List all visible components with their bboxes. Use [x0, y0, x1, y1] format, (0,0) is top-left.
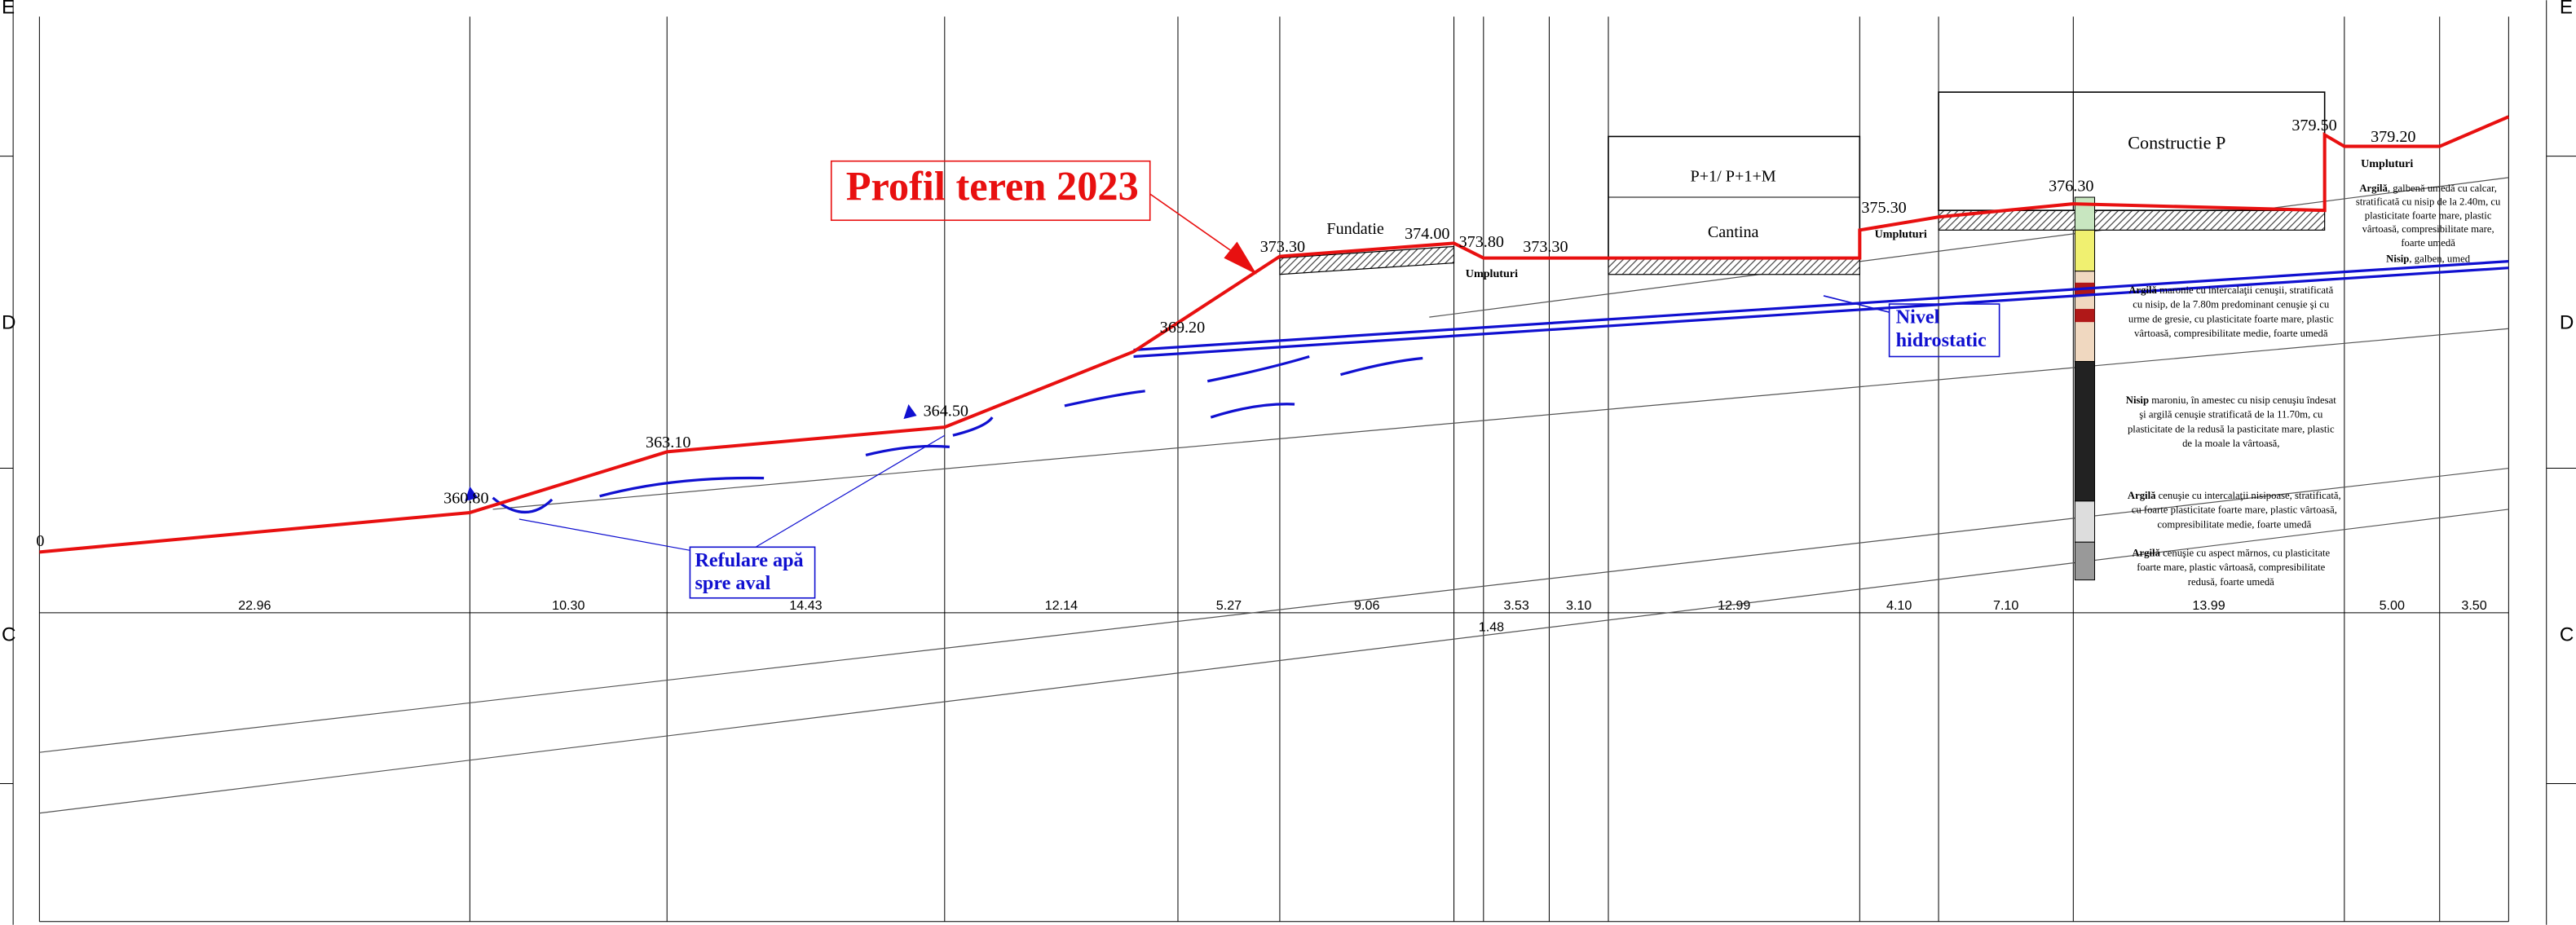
page: {"grid_labels":{"left":["E","D","C"],"ri… — [0, 0, 2576, 925]
soil-term: Argilă — [2132, 547, 2160, 558]
soil-text: cenuşie cu intercalaţii nisipoase, strat… — [2155, 490, 2340, 501]
soil-text: maronie cu intercalaţii cenuşii, stratif… — [2157, 284, 2334, 296]
soil-term: Argilă — [2359, 183, 2388, 194]
soil-description: foarte mare, plastic vârtoasă, compresib… — [2137, 562, 2325, 573]
distance-label: 3.53 — [1503, 598, 1528, 613]
soil-description: de la moale la vârtoasă, — [2182, 438, 2279, 449]
soil-description: cu foarte plasticitate foarte mare, plas… — [2132, 504, 2337, 515]
annotation: spre aval — [695, 572, 770, 594]
annotation: Nivel — [1896, 306, 1940, 328]
building-label: Constructie P — [2128, 133, 2225, 153]
soil-description: Nisip maroniu, în amestec cu nisip cenuş… — [2126, 394, 2336, 406]
soil-description: şi argilă cenuşie stratificată de la 11.… — [2139, 409, 2323, 421]
fill-label: Umpluturi — [1875, 228, 1927, 241]
grid-label: D — [2560, 312, 2574, 334]
distance-label: 14.43 — [789, 598, 822, 613]
grid-label: C — [2, 624, 15, 646]
soil-term: Nisip — [2126, 394, 2149, 406]
elevation-label: 373.30 — [1523, 238, 1568, 256]
fill-label: Umpluturi — [2361, 157, 2413, 170]
soil-description: compresibilitate medie, foarte umedă — [2157, 518, 2311, 530]
soil-text: plasticitate foarte mare, plastic — [2365, 209, 2492, 221]
elevation-label: 376.30 — [2049, 178, 2093, 196]
elevation-label: 363.10 — [646, 434, 690, 451]
elevation-label: 0 — [36, 532, 44, 550]
soil-text: cenuşie cu aspect mărnos, cu plasticitat… — [2160, 547, 2331, 558]
grid-label: E — [2, 0, 15, 19]
buildings — [1280, 92, 2325, 275]
soil-text: de la moale la vârtoasă, — [2182, 438, 2279, 449]
soil-text: , galbenă umedă cu calcar, — [2388, 183, 2497, 194]
soil-text: compresibilitate medie, foarte umedă — [2157, 518, 2311, 530]
distance-label: 12.14 — [1045, 598, 1078, 613]
soil-description: redusă, foarte umedă — [2188, 576, 2274, 588]
soil-description: urme de gresie, cu plasticitate foarte m… — [2128, 313, 2334, 324]
distance-label: 12.99 — [1718, 598, 1750, 613]
soil-description: stratificată cu nisip de la 2.40m, cu — [2356, 196, 2501, 208]
elevation-label: 369.20 — [1160, 319, 1205, 337]
soil-term: Argilă — [2128, 284, 2157, 296]
grid-label: C — [2560, 624, 2574, 646]
building-label: Cantina — [1708, 223, 1759, 241]
borehole — [2075, 197, 2094, 580]
soil-description: vârtoasă, compresibilitate medie, foarte… — [2134, 328, 2328, 339]
soil-description: plasticitate foarte mare, plastic — [2365, 209, 2492, 221]
annotation: hidrostatic — [1896, 329, 1987, 351]
soil-term: Nisip — [2386, 253, 2409, 265]
soil-description: foarte umedă — [2401, 237, 2455, 249]
soil-text: foarte umedă — [2401, 237, 2455, 249]
soil-description: Argilă cenuşie cu aspect mărnos, cu plas… — [2132, 547, 2330, 558]
soil-text: şi argilă cenuşie stratificată de la 11.… — [2139, 409, 2323, 421]
soil-description: Argilă, galbenă umedă cu calcar, — [2359, 183, 2497, 194]
profile-title: Profil teren 2023 — [846, 164, 1139, 209]
grid-label: E — [2560, 0, 2573, 19]
elevation-label: 364.50 — [924, 403, 968, 421]
grid-label: D — [2, 312, 15, 334]
distance-label: 3.10 — [1566, 598, 1591, 613]
distance-label: 9.06 — [1354, 598, 1379, 613]
distance-label: 13.99 — [2192, 598, 2225, 613]
soil-text: cu nisip, de la 7.80m predominant cenuşi… — [2133, 299, 2330, 311]
generated: 22.96 10.30 14.43 12.14 5.27 9.06 1.48 3.53 3.10… — [36, 117, 2501, 634]
soil-text: redusă, foarte umedă — [2188, 576, 2274, 588]
soil-description: plasticitate de la redusă la pasticitate… — [2128, 423, 2335, 434]
distance-label: 22.96 — [238, 598, 271, 613]
annotation: Refulare apă — [695, 549, 803, 571]
soil-description: vârtoasă, compresibilitate mare, — [2362, 223, 2494, 235]
soil-text: cu foarte plasticitate foarte mare, plas… — [2132, 504, 2337, 515]
distance-label: 1.48 — [1479, 619, 1504, 634]
soil-text: plasticitate de la redusă la pasticitate… — [2128, 423, 2335, 434]
soil-text: foarte mare, plastic vârtoasă, compresib… — [2137, 562, 2325, 573]
building-label: Fundatie — [1326, 220, 1384, 238]
building-label: P+1/ P+1+M — [1691, 167, 1776, 185]
elevation-label: 360.80 — [443, 489, 488, 507]
soil-description: Argilă maronie cu intercalaţii cenuşii, … — [2128, 284, 2333, 296]
distance-label: 5.27 — [1216, 598, 1242, 613]
soil-text: stratificată cu nisip de la 2.40m, cu — [2356, 196, 2501, 208]
soil-description: Argilă cenuşie cu intercalaţii nisipoase… — [2128, 490, 2341, 501]
elevation-label: 373.80 — [1459, 233, 1504, 251]
distance-label: 4.10 — [1886, 598, 1912, 613]
distance-label: 10.30 — [552, 598, 584, 613]
soil-description: cu nisip, de la 7.80m predominant cenuşi… — [2133, 299, 2330, 311]
distance-label: 5.00 — [2380, 598, 2405, 613]
elevation-label: 375.30 — [1861, 199, 1906, 217]
soil-text: , galben, umed — [2409, 253, 2470, 265]
fill-label: Umpluturi — [1466, 267, 1518, 280]
drawing: E D C E D C Profil teren 2023 Nivel hidr… — [0, 0, 2576, 925]
elevation-label: 379.50 — [2291, 117, 2336, 134]
soil-description: Nisip, galben, umed — [2386, 253, 2471, 265]
distance-label: 7.10 — [1993, 598, 2018, 613]
elevation-label: 374.00 — [1405, 225, 1449, 243]
distance-label: 3.50 — [2461, 598, 2486, 613]
annotations — [519, 161, 2000, 598]
soil-text: urme de gresie, cu plasticitate foarte m… — [2128, 313, 2334, 324]
soil-text: vârtoasă, compresibilitate medie, foarte… — [2134, 328, 2328, 339]
soil-text: maroniu, în amestec cu nisip cenuşiu înd… — [2149, 394, 2336, 406]
soil-term: Argilă — [2128, 490, 2156, 501]
soil-text: vârtoasă, compresibilitate mare, — [2362, 223, 2494, 235]
elevation-label: 373.30 — [1260, 238, 1305, 256]
elevation-label: 379.20 — [2371, 128, 2415, 146]
